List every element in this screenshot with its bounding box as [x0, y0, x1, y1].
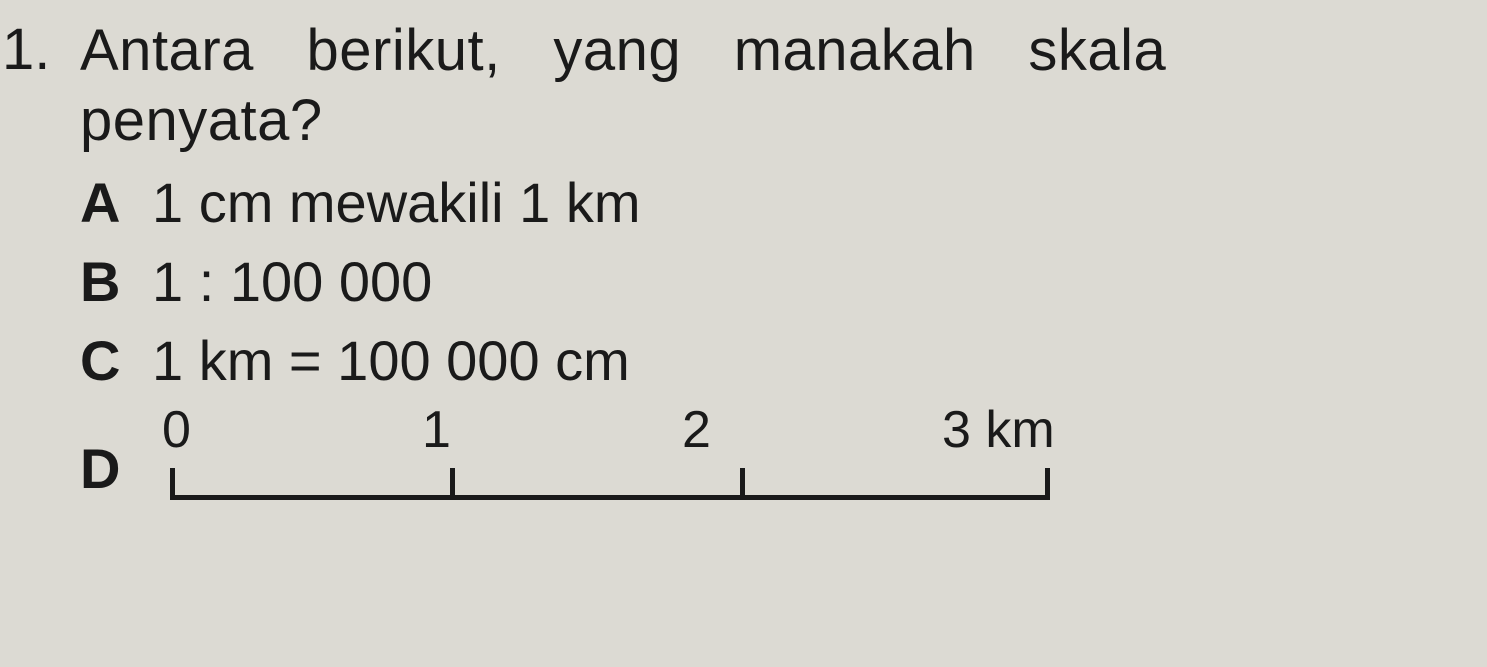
scale-label-2: 2	[682, 404, 942, 456]
option-c: C 1 km = 100 000 cm	[80, 325, 1477, 398]
scale-tick-1	[450, 468, 455, 500]
question: 1. Antara berikut, yang manakah skala pe…	[0, 18, 1477, 500]
option-b: B 1 : 100 000	[80, 246, 1477, 319]
option-a-letter: A	[80, 167, 152, 240]
option-c-letter: C	[80, 325, 152, 398]
question-body: Antara berikut, yang manakah skala penya…	[80, 18, 1477, 500]
scale-label-0: 0	[152, 404, 422, 456]
scale-labels: 0 1 2 3 km	[152, 404, 1055, 456]
option-b-letter: B	[80, 246, 152, 319]
options: A 1 cm mewakili 1 km B 1 : 100 000 C 1 k…	[80, 167, 1477, 499]
option-d: D 0 1 2 3 km	[80, 404, 1477, 500]
option-b-text: 1 : 100 000	[152, 246, 432, 319]
scale-tick-2	[740, 468, 745, 500]
option-c-text: 1 km = 100 000 cm	[152, 325, 630, 398]
stem-line-2: penyata?	[80, 85, 1477, 158]
page: 1. Antara berikut, yang manakah skala pe…	[0, 0, 1487, 500]
option-d-letter: D	[80, 407, 152, 497]
scale-tick-3	[1045, 468, 1050, 500]
question-number: 1.	[0, 18, 80, 82]
scale-label-1: 1	[422, 404, 682, 456]
option-a-text: 1 cm mewakili 1 km	[152, 167, 641, 240]
linear-scale: 0 1 2 3 km	[152, 404, 1055, 500]
scale-label-3: 3 km	[942, 404, 1055, 456]
stem-line-1: Antara berikut, yang manakah skala	[80, 18, 1477, 85]
scale-bar	[170, 458, 1050, 500]
scale-tick-0	[170, 468, 175, 500]
option-a: A 1 cm mewakili 1 km	[80, 167, 1477, 240]
scale-baseline	[170, 495, 1050, 500]
